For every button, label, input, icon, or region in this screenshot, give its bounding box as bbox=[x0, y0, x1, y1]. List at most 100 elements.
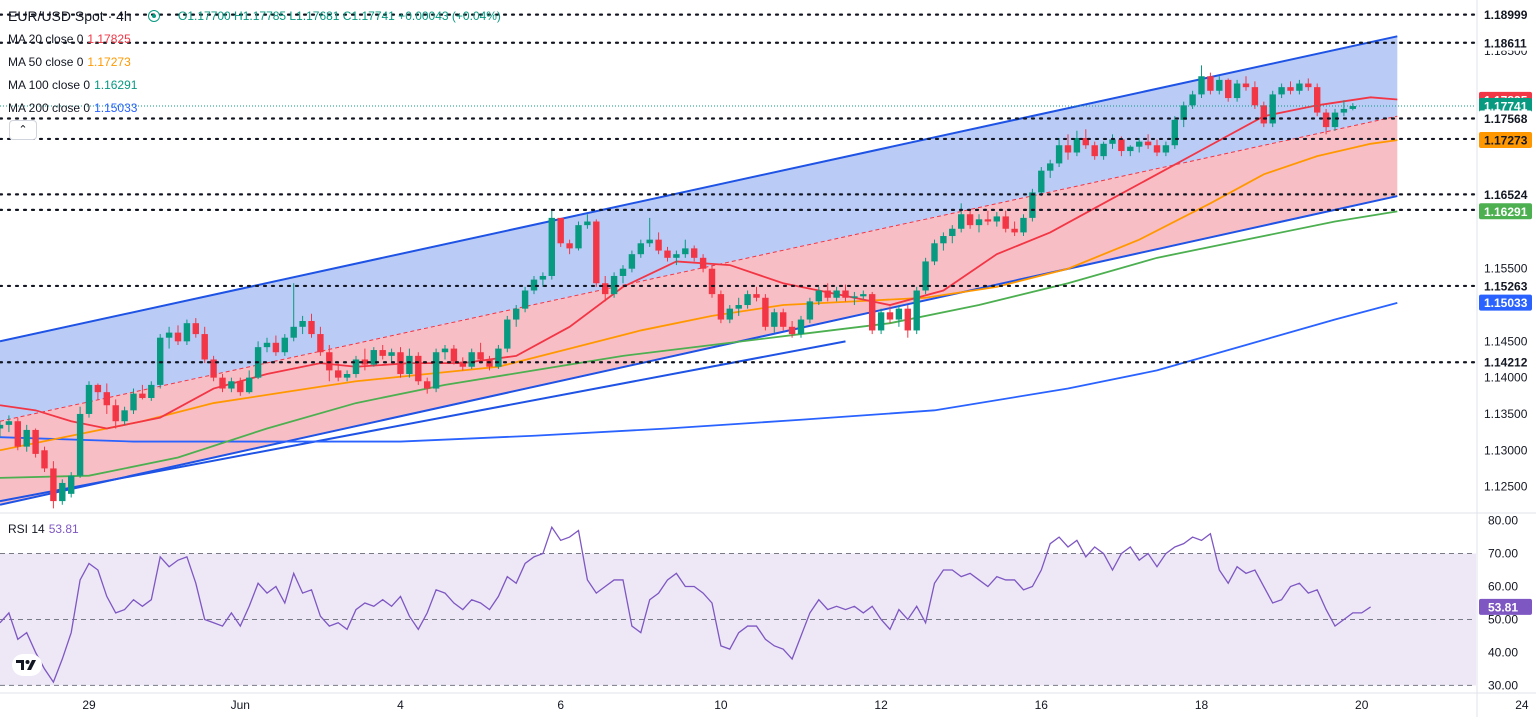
price-tick-label: 1.14000 bbox=[1484, 371, 1528, 385]
candle bbox=[895, 305, 903, 327]
price-tick-label: 1.15500 bbox=[1484, 262, 1528, 276]
candle-body bbox=[388, 352, 395, 356]
candle bbox=[477, 342, 484, 364]
candle bbox=[441, 344, 449, 360]
candle bbox=[1322, 108, 1330, 135]
price-label: 1.18999 bbox=[1479, 6, 1532, 23]
symbol-title[interactable]: EUR/USD Spot · 4h bbox=[8, 8, 132, 24]
candle-body bbox=[610, 275, 618, 295]
candle-body bbox=[548, 217, 555, 276]
ma50-line bbox=[0, 139, 1398, 452]
price-label-text: 1.16291 bbox=[1484, 205, 1528, 219]
candle bbox=[1242, 76, 1250, 91]
candle bbox=[352, 355, 360, 378]
candle-body bbox=[1011, 228, 1018, 233]
candle bbox=[851, 291, 858, 306]
candle-body bbox=[237, 381, 244, 393]
candle-body bbox=[121, 410, 128, 422]
candle-body bbox=[379, 350, 386, 356]
price-label-text: 1.15033 bbox=[1484, 296, 1528, 310]
time-tick-label: 29 bbox=[82, 698, 96, 712]
candle-body bbox=[762, 297, 769, 327]
time-tick-label: 24 bbox=[1515, 698, 1529, 712]
candle-body bbox=[504, 319, 511, 349]
candle bbox=[682, 239, 689, 258]
candle bbox=[1073, 130, 1081, 157]
candle-body bbox=[691, 248, 698, 258]
candle bbox=[735, 297, 742, 316]
legend-ma200[interactable]: MA 200 close 0 1.15033 bbox=[8, 101, 137, 115]
candle-body bbox=[201, 334, 208, 360]
legend-ma50[interactable]: MA 50 close 0 1.17273 bbox=[8, 55, 131, 69]
candle bbox=[949, 225, 956, 244]
candle-body bbox=[744, 294, 751, 306]
legend-label: MA 100 close 0 bbox=[8, 78, 91, 92]
candle bbox=[521, 286, 529, 313]
candle-body bbox=[5, 421, 13, 425]
candle bbox=[815, 286, 822, 306]
candle-body bbox=[192, 323, 199, 335]
candle bbox=[842, 284, 849, 302]
ma200-line bbox=[0, 301, 1398, 443]
price-label-box bbox=[1479, 6, 1532, 23]
candle-body bbox=[824, 290, 831, 298]
price-label: 1.16291 bbox=[1479, 203, 1532, 220]
ohlc-values: O1.17700 H1.17785 L1.17681 C1.17741 +0.0… bbox=[178, 9, 501, 23]
candle bbox=[664, 246, 671, 262]
candle bbox=[699, 254, 707, 273]
legend-ma100[interactable]: MA 100 close 0 1.16291 bbox=[8, 78, 137, 92]
candle bbox=[165, 326, 173, 349]
price-label-box bbox=[1479, 34, 1532, 51]
candle-body bbox=[290, 326, 297, 338]
rsi-pane: 30.00 40.00 50.00 60.00 70.00 80.00 53.81 bbox=[0, 514, 1532, 692]
candle bbox=[1020, 214, 1027, 237]
rsi-tick-label: 40.00 bbox=[1488, 645, 1518, 659]
rsi-tick-label: 30.00 bbox=[1488, 678, 1518, 692]
price-label-box bbox=[1479, 354, 1532, 371]
candle bbox=[335, 363, 342, 382]
candle-body bbox=[263, 342, 271, 348]
rsi-current-label: 53.81 bbox=[1479, 598, 1532, 615]
candle-body bbox=[1073, 137, 1081, 153]
candle-body bbox=[1305, 83, 1312, 88]
candle-body bbox=[904, 308, 911, 331]
candle-body bbox=[797, 319, 805, 335]
candle bbox=[726, 305, 733, 324]
candle bbox=[958, 203, 965, 233]
candle-body bbox=[361, 359, 369, 365]
candle-body bbox=[1251, 87, 1259, 106]
candle-body bbox=[1296, 83, 1303, 91]
candle-body bbox=[833, 290, 840, 298]
candle bbox=[1269, 90, 1276, 128]
price-label: 1.14212 bbox=[1479, 354, 1532, 371]
candle-body bbox=[1242, 83, 1250, 88]
candle-body bbox=[76, 413, 84, 476]
rsi-legend[interactable]: RSI 14 53.81 bbox=[8, 522, 79, 536]
candle-body bbox=[1064, 145, 1072, 153]
candle bbox=[388, 348, 395, 364]
price-label: 1.17568 bbox=[1479, 110, 1532, 127]
candle bbox=[246, 370, 253, 394]
candle-body bbox=[771, 312, 778, 327]
candle-body bbox=[717, 294, 725, 320]
candle-body bbox=[1136, 141, 1143, 147]
price-label: 1.16524 bbox=[1479, 186, 1532, 203]
time-tick-label: 12 bbox=[874, 698, 888, 712]
candle-body bbox=[1233, 83, 1241, 99]
candle bbox=[85, 381, 93, 418]
candle-body bbox=[0, 424, 4, 429]
candle-body bbox=[1118, 139, 1125, 152]
candle bbox=[797, 315, 805, 338]
candle-body bbox=[148, 384, 155, 398]
candle bbox=[272, 335, 280, 356]
candle-body bbox=[975, 219, 983, 226]
price-label-text: 1.17273 bbox=[1484, 133, 1528, 147]
candle-body bbox=[1047, 163, 1054, 171]
legend-ma20[interactable]: MA 20 close 0 1.17825 bbox=[8, 32, 131, 46]
candle bbox=[0, 421, 4, 438]
collapse-legend-button[interactable]: ⌃ bbox=[9, 120, 37, 140]
candle bbox=[513, 305, 520, 327]
candle-body bbox=[886, 312, 894, 320]
